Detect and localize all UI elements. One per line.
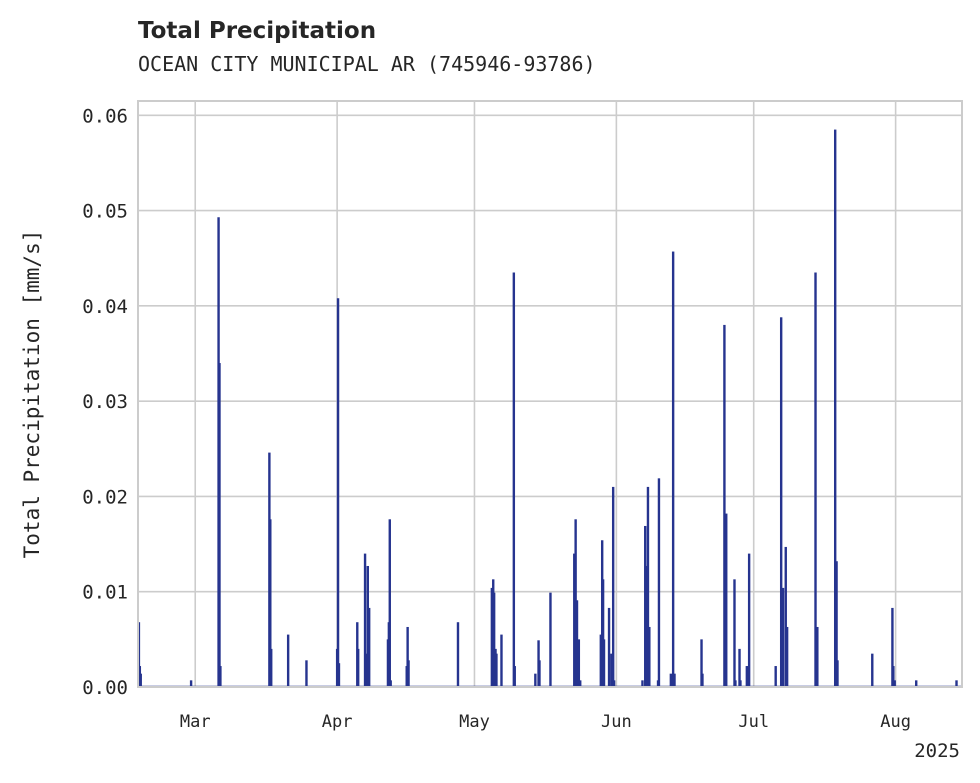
precip-bar (599, 634, 603, 687)
precip-bar (495, 653, 498, 687)
precip-bar (601, 579, 605, 687)
precip-bar (835, 561, 838, 687)
plot-frame (137, 100, 963, 688)
precip-bar (644, 525, 647, 687)
precip-bar (407, 660, 410, 687)
precip-bar (456, 622, 460, 687)
precip-bar (534, 673, 537, 687)
precip-bar (648, 626, 651, 687)
precip-bar (734, 680, 737, 687)
x-tick-label: Apr (322, 712, 353, 732)
precip-bar (669, 673, 673, 687)
precip-bar (500, 634, 503, 687)
precip-bar (955, 680, 958, 687)
precip-bar (700, 639, 703, 687)
precip-bar (738, 648, 741, 687)
precip-bar (836, 660, 839, 687)
y-axis-label: Total Precipitation [mm/s] (20, 230, 44, 559)
precip-bar (733, 579, 736, 687)
x-axis-ticks: Mar Apr May Jun Jul Aug (180, 712, 911, 732)
precip-bar (833, 129, 837, 687)
precip-bar (657, 478, 661, 687)
precip-bar (892, 666, 895, 687)
precip-bar (388, 519, 391, 687)
precip-bar (337, 663, 341, 687)
precip-bar (549, 592, 552, 687)
precip-bar (781, 587, 785, 687)
precip-bar (641, 680, 644, 687)
precip-bar (577, 639, 581, 687)
precip-bar (336, 298, 340, 687)
precip-bar (286, 634, 290, 687)
grid-lines (138, 101, 962, 688)
precip-bar (139, 673, 142, 687)
precip-bar (492, 592, 496, 687)
precip-bar (779, 317, 783, 687)
x-tick-label: May (459, 712, 490, 732)
precip-bar (356, 648, 360, 687)
precip-bar (745, 666, 749, 687)
precip-bar (701, 673, 704, 687)
precip-bar (574, 519, 577, 687)
precip-bar (747, 553, 751, 687)
precip-bar (189, 680, 193, 687)
x-tick-label: Mar (180, 712, 211, 732)
y-tick-label: 0.06 (82, 105, 128, 127)
precip-bar (611, 486, 615, 687)
year-label: 2025 (914, 740, 960, 762)
precip-bar (607, 607, 611, 687)
precip-bar (218, 363, 221, 687)
precip-bar (610, 653, 613, 687)
precip-bar (270, 648, 273, 687)
y-axis-ticks: 0.00 0.01 0.02 0.03 0.04 0.05 0.06 (82, 105, 128, 699)
precip-bar (367, 607, 371, 687)
precip-bar (723, 324, 726, 687)
y-tick-label: 0.05 (82, 201, 128, 223)
precip-bar (785, 626, 789, 687)
precip-bar (814, 272, 817, 687)
precip-bar (575, 600, 579, 687)
precip-bar (573, 553, 576, 687)
precip-bar (725, 513, 728, 687)
precip-bar (915, 680, 918, 687)
precip-bar (816, 626, 819, 687)
x-tick-label: Jul (738, 712, 769, 732)
precip-bar (871, 653, 874, 687)
precip-bar (646, 486, 650, 687)
chart-subtitle: OCEAN CITY MUNICIPAL AR (745946-93786) (138, 52, 596, 76)
precip-bar (673, 673, 676, 687)
y-tick-label: 0.02 (82, 486, 128, 508)
precip-bar (366, 565, 370, 687)
precip-bar (538, 660, 541, 687)
x-tick-label: Aug (880, 712, 911, 732)
y-tick-label: 0.00 (82, 677, 128, 699)
precip-bar (739, 680, 742, 687)
precip-bar (365, 653, 368, 687)
precip-bar (490, 587, 494, 687)
precip-bar (774, 666, 777, 687)
precip-bar (602, 639, 606, 687)
y-tick-label: 0.03 (82, 391, 128, 413)
precip-bar (512, 272, 516, 687)
precip-bar (389, 680, 392, 687)
precip-bar (513, 666, 516, 687)
precip-bar (305, 660, 308, 687)
precip-bar (269, 519, 272, 687)
precip-bar (363, 553, 367, 687)
precip-bar (406, 626, 409, 687)
precip-bar (579, 680, 582, 687)
chart-title: Total Precipitation (138, 18, 377, 44)
precip-bar (891, 607, 894, 687)
x-tick-label: Jun (601, 712, 632, 732)
y-tick-label: 0.01 (82, 582, 128, 604)
precip-bar (219, 666, 222, 687)
precip-bar (893, 680, 896, 687)
precipitation-bars (137, 129, 962, 688)
precip-bar (645, 565, 648, 687)
precip-bar (671, 251, 675, 687)
precip-bar (784, 546, 787, 687)
y-tick-label: 0.04 (82, 296, 128, 318)
precip-bar (612, 680, 616, 687)
